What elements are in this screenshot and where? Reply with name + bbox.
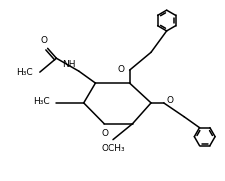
Text: O: O [102,129,109,138]
Text: O: O [167,96,174,105]
Text: O: O [118,65,125,74]
Text: H₃C: H₃C [33,97,50,106]
Text: OCH₃: OCH₃ [101,144,125,153]
Text: H₃C: H₃C [16,68,33,77]
Text: NH: NH [62,60,76,69]
Text: O: O [40,36,47,45]
